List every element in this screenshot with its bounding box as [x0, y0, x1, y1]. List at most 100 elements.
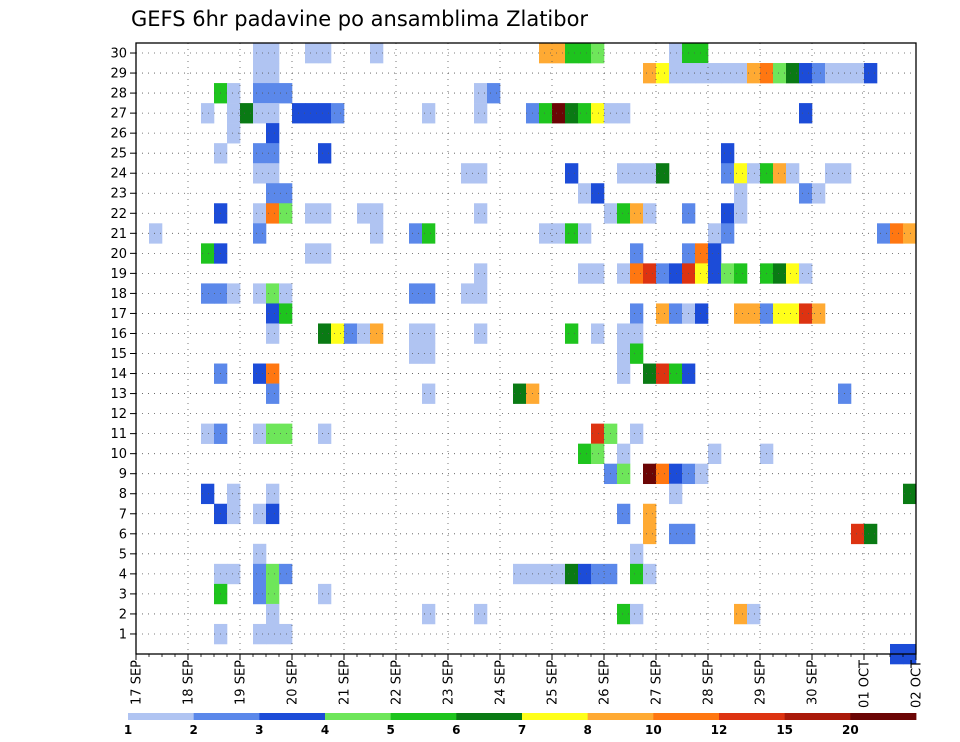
heatmap-cell	[474, 283, 488, 304]
heatmap-cell	[266, 623, 280, 645]
heatmap-cell	[266, 323, 280, 344]
heatmap-cell	[786, 163, 800, 184]
heatmap-cell	[630, 343, 644, 364]
heatmap-cell	[474, 103, 488, 124]
heatmap-cell	[747, 163, 761, 184]
colorbar-label: 12	[711, 723, 728, 737]
heatmap-cell	[539, 563, 553, 585]
colorbar-swatch	[784, 713, 851, 720]
x-tick-label: 22 SEP	[390, 660, 405, 705]
heatmap-cell	[617, 163, 631, 184]
heatmap-cell	[552, 43, 566, 64]
heatmap-cell	[695, 263, 709, 284]
colorbar-label: 15	[776, 723, 793, 737]
heatmap-cell	[591, 183, 605, 204]
heatmap-cell	[708, 263, 722, 284]
heatmap-cell	[591, 423, 605, 444]
heatmap-cell	[773, 303, 787, 324]
heatmap-cell	[422, 603, 436, 625]
heatmap-cell	[266, 483, 280, 505]
y-tick-label: 6	[119, 527, 127, 542]
heatmap-cell	[253, 83, 267, 104]
heatmap-cell	[578, 263, 592, 284]
heatmap-cell	[266, 43, 280, 64]
heatmap-cell	[539, 223, 553, 244]
heatmap-cell	[279, 283, 293, 304]
heatmap-cell	[305, 103, 319, 124]
heatmap-cell	[253, 143, 267, 164]
heatmap-cell	[266, 583, 280, 605]
heatmap-cell	[422, 283, 436, 304]
y-tick-label: 18	[110, 287, 127, 302]
heatmap-cell	[864, 523, 878, 545]
heatmap-cell	[227, 123, 241, 144]
heatmap-cell	[630, 603, 644, 625]
heatmap-cells	[149, 43, 917, 665]
x-tick-label: 30 SEP	[806, 660, 821, 705]
heatmap-cell	[617, 203, 631, 224]
heatmap-cell	[266, 183, 280, 204]
heatmap-cell	[266, 103, 280, 124]
heatmap-cell	[643, 163, 657, 184]
heatmap-cell	[305, 43, 319, 64]
heatmap-cell	[591, 563, 605, 585]
heatmap-cell	[422, 383, 436, 404]
heatmap-cell	[890, 223, 904, 244]
heatmap-cell	[591, 43, 605, 64]
heatmap-cell	[643, 263, 657, 284]
heatmap-cell	[539, 43, 553, 64]
y-tick-label: 8	[119, 487, 127, 502]
heatmap-cell	[318, 323, 332, 344]
colorbar-swatch	[719, 713, 786, 720]
colorbar-label: 20	[842, 723, 859, 737]
heatmap-cell	[734, 203, 748, 224]
heatmap-cell	[812, 303, 826, 324]
heatmap-cell	[266, 123, 280, 144]
heatmap-cell	[708, 243, 722, 264]
heatmap-cell	[227, 103, 241, 124]
x-tick-label: 28 SEP	[702, 660, 717, 705]
heatmap-cell	[656, 303, 670, 324]
heatmap-cell	[305, 243, 319, 264]
heatmap-cell	[747, 603, 761, 625]
heatmap-cell	[266, 603, 280, 625]
heatmap-cell	[266, 303, 280, 324]
heatmap-cell	[422, 343, 436, 364]
heatmap-cell	[721, 163, 735, 184]
y-tick-label: 5	[119, 547, 127, 562]
heatmap-cell	[851, 523, 865, 545]
heatmap-cell	[695, 463, 709, 485]
x-tick-label: 19 SEP	[234, 660, 249, 705]
y-tick-label: 15	[110, 347, 127, 362]
heatmap-cell	[695, 243, 709, 264]
heatmap-cell	[643, 363, 657, 384]
heatmap-cell	[565, 323, 579, 344]
gridlines	[136, 43, 916, 654]
heatmap-cell	[669, 463, 683, 485]
heatmap-cell	[630, 263, 644, 284]
heatmap-cell	[253, 63, 267, 84]
heatmap-cell	[630, 563, 644, 585]
heatmap-cell	[786, 63, 800, 84]
heatmap-cell	[617, 503, 631, 525]
heatmap-cell	[617, 103, 631, 124]
heatmap-cell	[578, 43, 592, 64]
heatmap-cell	[734, 63, 748, 84]
heatmap-cell	[474, 203, 488, 224]
heatmap-cell	[851, 63, 865, 84]
heatmap-cell	[201, 243, 215, 264]
heatmap-cell	[461, 163, 475, 184]
heatmap-cell	[318, 423, 332, 444]
y-tick-label: 16	[110, 327, 127, 342]
heatmap-cell	[253, 283, 267, 304]
heatmap-cell	[591, 103, 605, 124]
heatmap-cell	[266, 423, 280, 444]
heatmap-cell	[149, 223, 163, 244]
colorbar-label: 5	[386, 723, 394, 737]
heatmap-cell	[487, 83, 501, 104]
heatmap-cell	[279, 303, 293, 324]
heatmap-cell	[253, 423, 267, 444]
heatmap-cell	[253, 563, 267, 585]
heatmap-cell	[799, 63, 813, 84]
colorbar-swatch	[522, 713, 589, 720]
